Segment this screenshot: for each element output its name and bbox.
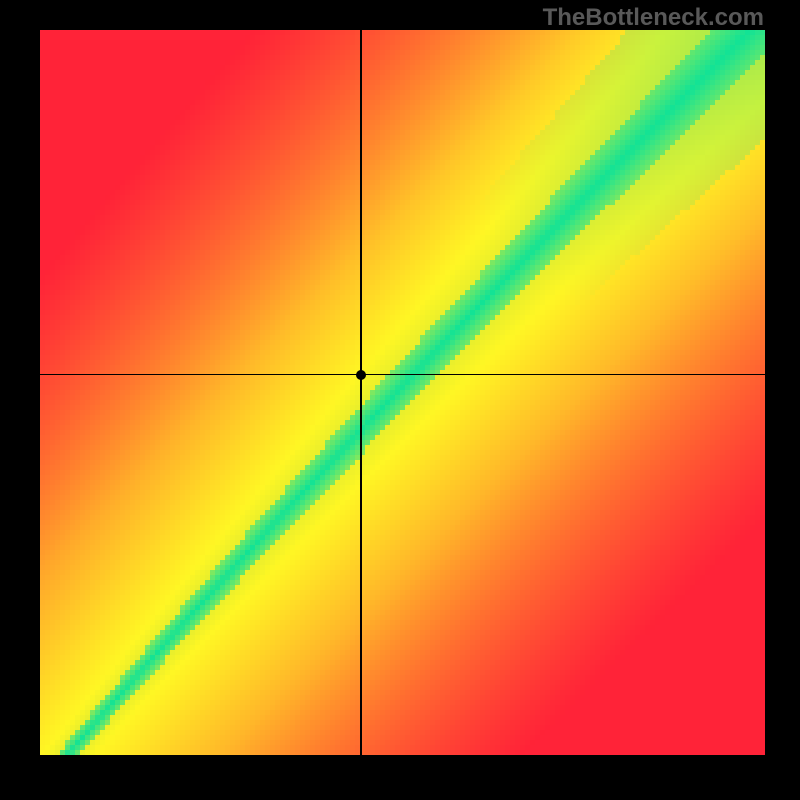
heatmap-canvas (40, 30, 765, 755)
chart-frame: TheBottleneck.com (0, 0, 800, 800)
heatmap-plot (40, 30, 765, 755)
crosshair-horizontal (40, 374, 765, 375)
crosshair-vertical (360, 30, 362, 755)
watermark-text: TheBottleneck.com (543, 4, 764, 32)
